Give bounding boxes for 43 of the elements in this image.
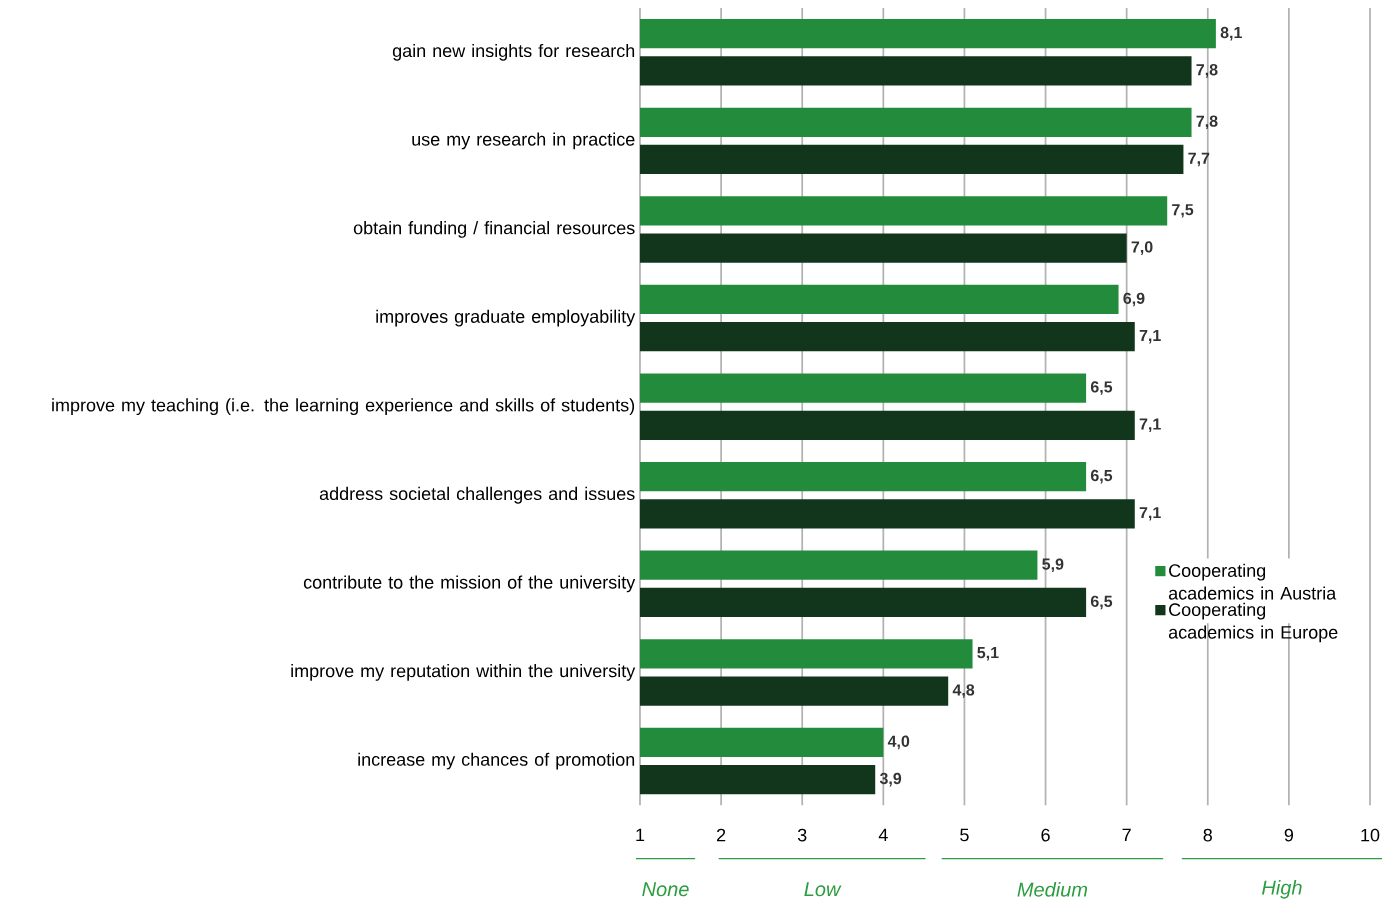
data-label: 5,9 [1042, 558, 1064, 573]
y-tick-label: use my research in practice [412, 132, 635, 150]
x-tick-label: 10 [1361, 828, 1380, 842]
legend-label: Cooperating academics in Austria [1168, 563, 1337, 600]
data-label: 7,0 [1131, 241, 1153, 255]
data-label: 8,1 [1220, 26, 1242, 41]
x-tick-label: 6 [1041, 828, 1050, 842]
x-tick-label: 5 [960, 828, 969, 842]
y-tick-label: address societal challenges and issues [319, 486, 635, 504]
data-label: 5,1 [977, 647, 999, 661]
y-tick-label: contribute to the mission of the university [303, 575, 636, 593]
y-tick-label: improve my teaching (i.e. the learning experience and skills of students) [52, 398, 635, 416]
data-label: 7,8 [1196, 64, 1218, 78]
x-tick-label: 9 [1284, 828, 1294, 842]
x-tick-label: 7 [1122, 828, 1131, 842]
data-label: 7,1 [1139, 418, 1161, 432]
data-label: 7,7 [1188, 152, 1210, 167]
data-label: 3,9 [879, 772, 902, 787]
text: Low [804, 882, 842, 897]
text: Medium [1017, 881, 1088, 897]
x-tick-label: 4 [878, 828, 888, 842]
text: High [1262, 880, 1302, 899]
x-tick-label: 8 [1203, 828, 1212, 842]
text: None [642, 882, 689, 897]
y-tick-label: improves graduate employability [376, 309, 636, 327]
y-tick-label: obtain funding / financial resources [353, 221, 635, 238]
data-label: 7,8 [1196, 115, 1218, 130]
y-tick-label: gain new insights for research [392, 43, 635, 61]
y-tick-label: improve my reputation within the university [291, 664, 636, 681]
data-label: 7,1 [1139, 329, 1161, 344]
x-tick-label: 1 [636, 828, 645, 842]
data-label: 4,0 [887, 735, 910, 750]
y-tick-label: increase my chances of promotion [358, 752, 635, 770]
data-label: 7,1 [1139, 507, 1161, 521]
data-label: 6,5 [1090, 595, 1113, 610]
data-label: 6,5 [1090, 469, 1113, 484]
legend-label: Cooperating academics in Europe [1168, 602, 1338, 643]
data-label: 7,5 [1172, 204, 1194, 218]
data-label: 6,5 [1090, 381, 1113, 395]
data-label: 6,9 [1123, 292, 1145, 307]
x-tick-label: 2 [717, 828, 726, 842]
data-label: 4,8 [952, 684, 975, 698]
x-tick-label: 3 [797, 828, 807, 842]
